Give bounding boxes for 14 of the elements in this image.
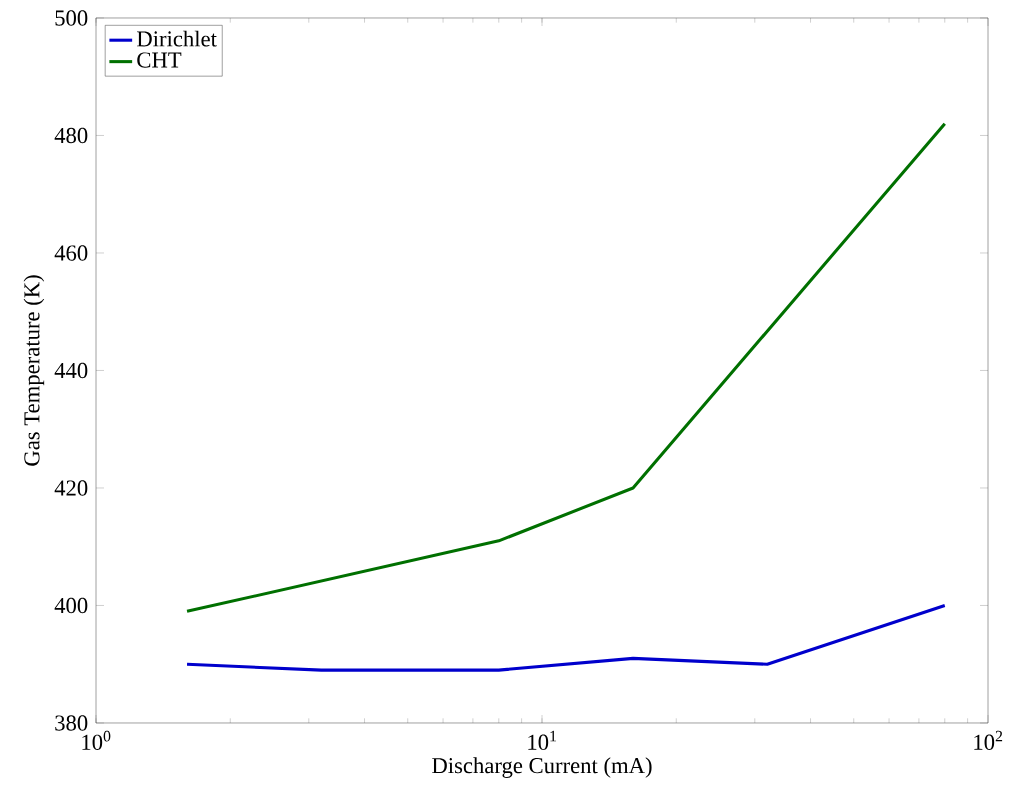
legend-label: CHT xyxy=(137,52,182,68)
y-tick-label: 440 xyxy=(54,362,88,379)
y-tick-label: 480 xyxy=(54,127,88,144)
x-tick-label: 10$^{0}$ xyxy=(82,730,111,750)
x-axis-title: Discharge Current (mA) xyxy=(432,757,652,778)
y-tick-label: 380 xyxy=(55,715,88,731)
y-axis-title: Gas Temperature (K) xyxy=(23,275,45,466)
y-tick-label: 500 xyxy=(55,10,88,26)
x-tick-label: 10$^{2}$ xyxy=(974,730,1003,750)
x-tick-label: 10$^{1}$ xyxy=(528,730,557,750)
legend-label: Dirichlet xyxy=(137,30,217,47)
y-tick-label: 460 xyxy=(54,245,88,261)
y-tick-label: 400 xyxy=(54,597,88,614)
y-tick-label: 420 xyxy=(54,480,88,496)
